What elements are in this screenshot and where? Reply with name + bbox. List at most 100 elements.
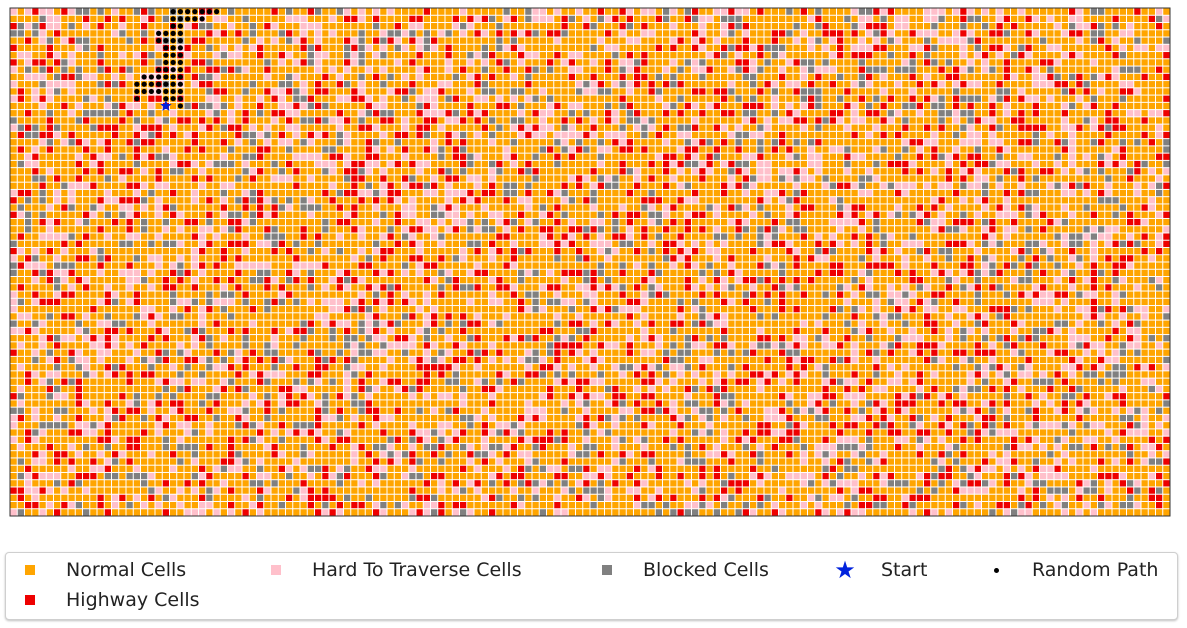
- grid-cell-normal: [503, 131, 510, 139]
- grid-cell-highway: [757, 8, 764, 15]
- grid-cell-normal: [344, 88, 351, 95]
- grid-cell-normal: [17, 226, 24, 233]
- grid-cell-normal: [1163, 8, 1170, 15]
- grid-cell-hard: [452, 204, 459, 211]
- grid-cell-hard: [721, 30, 728, 37]
- grid-cell-normal: [503, 37, 510, 44]
- grid-cell-normal: [1105, 30, 1112, 37]
- grid-cell-normal: [126, 117, 133, 124]
- grid-cell-normal: [373, 131, 380, 139]
- grid-cell-normal: [46, 189, 53, 197]
- grid-cell-normal: [1119, 211, 1126, 218]
- grid-cell-hard: [771, 95, 778, 102]
- grid-cell-normal: [822, 110, 829, 117]
- grid-cell-normal: [394, 175, 401, 182]
- grid-cell-normal: [315, 110, 322, 117]
- grid-cell-hard: [1054, 218, 1061, 226]
- grid-cell-hard: [39, 30, 46, 37]
- grid-cell-hard: [25, 73, 32, 81]
- grid-cell-normal: [10, 182, 17, 189]
- grid-cell-blocked: [83, 95, 90, 102]
- grid-cell-hard: [438, 204, 445, 211]
- grid-cell-highway: [402, 131, 409, 139]
- grid-cell-hard: [380, 102, 387, 110]
- grid-cell-normal: [518, 15, 525, 23]
- grid-cell-normal: [851, 66, 858, 73]
- grid-cell-blocked: [286, 73, 293, 81]
- grid-cell-blocked: [394, 139, 401, 146]
- grid-cell-hard: [764, 124, 771, 131]
- grid-cell-highway: [242, 197, 249, 204]
- grid-cell-hard: [779, 226, 786, 233]
- grid-cell-normal: [851, 95, 858, 102]
- grid-cell-highway: [525, 30, 532, 37]
- grid-cell-hard: [742, 117, 749, 124]
- grid-cell-normal: [1040, 131, 1047, 139]
- grid-cell-normal: [235, 37, 242, 44]
- grid-cell-hard: [670, 23, 677, 30]
- grid-cell-blocked: [104, 175, 111, 182]
- grid-cell-blocked: [220, 160, 227, 168]
- grid-cell-normal: [655, 182, 662, 189]
- grid-cell-blocked: [677, 124, 684, 131]
- grid-cell-normal: [467, 182, 474, 189]
- grid-cell-blocked: [286, 81, 293, 88]
- grid-cell-highway: [46, 44, 53, 52]
- grid-cell-normal: [416, 30, 423, 37]
- grid-cell-hard: [1156, 211, 1163, 218]
- grid-cell-normal: [692, 131, 699, 139]
- grid-cell-normal: [677, 175, 684, 182]
- grid-cell-highway: [46, 131, 53, 139]
- grid-cell-normal: [1098, 182, 1105, 189]
- grid-cell-blocked: [938, 153, 945, 160]
- grid-cell-normal: [1134, 52, 1141, 59]
- grid-cell-hard: [583, 15, 590, 23]
- grid-cell-normal: [699, 95, 706, 102]
- grid-cell-normal: [612, 73, 619, 81]
- grid-cell-blocked: [445, 30, 452, 37]
- grid-cell-normal: [293, 81, 300, 88]
- grid-cell-highway: [960, 8, 967, 15]
- grid-cell-hard: [199, 182, 206, 189]
- grid-cell-normal: [1156, 52, 1163, 59]
- grid-cell-normal: [293, 139, 300, 146]
- grid-cell-normal: [605, 153, 612, 160]
- grid-cell-highway: [199, 146, 206, 153]
- grid-cell-normal: [170, 218, 177, 226]
- grid-cell-blocked: [931, 44, 938, 52]
- grid-cell-normal: [1011, 175, 1018, 182]
- grid-cell-highway: [416, 52, 423, 59]
- grid-cell-normal: [46, 197, 53, 204]
- grid-cell-normal: [213, 153, 220, 160]
- grid-cell-blocked: [213, 160, 220, 168]
- grid-cell-hard: [808, 153, 815, 160]
- grid-cell-normal: [452, 59, 459, 66]
- grid-cell-normal: [380, 226, 387, 233]
- grid-cell-blocked: [249, 197, 256, 204]
- grid-cell-blocked: [583, 110, 590, 117]
- grid-cell-normal: [460, 102, 467, 110]
- grid-cell-highway: [358, 175, 365, 182]
- grid-cell-highway: [735, 146, 742, 153]
- grid-cell-normal: [1083, 124, 1090, 131]
- grid-cell-normal: [945, 211, 952, 218]
- grid-cell-highway: [467, 110, 474, 117]
- grid-cell-hard: [938, 81, 945, 88]
- grid-cell-normal: [1025, 102, 1032, 110]
- grid-cell-hard: [974, 182, 981, 189]
- grid-cell-blocked: [728, 168, 735, 175]
- grid-cell-normal: [32, 117, 39, 124]
- grid-cell-normal: [677, 44, 684, 52]
- grid-cell-normal: [264, 44, 271, 52]
- grid-cell-normal: [17, 37, 24, 44]
- grid-cell-normal: [141, 95, 148, 102]
- grid-cell-normal: [1148, 8, 1155, 15]
- grid-cell-normal: [938, 44, 945, 52]
- grid-cell-highway: [141, 124, 148, 131]
- grid-cell-normal: [460, 52, 467, 59]
- grid-cell-highway: [829, 81, 836, 88]
- grid-cell-normal: [184, 37, 191, 44]
- grid-cell-normal: [177, 124, 184, 131]
- grid-cell-normal: [1069, 66, 1076, 73]
- grid-cell-blocked: [452, 73, 459, 81]
